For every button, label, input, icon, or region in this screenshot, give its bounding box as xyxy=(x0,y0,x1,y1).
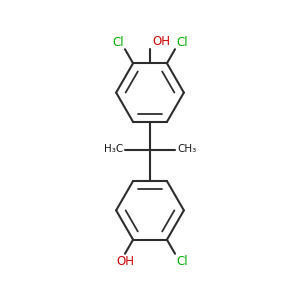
Text: CH₃: CH₃ xyxy=(177,144,196,154)
Text: Cl: Cl xyxy=(177,255,188,268)
Text: Cl: Cl xyxy=(112,36,124,49)
Text: OH: OH xyxy=(116,255,134,268)
Text: H₃C: H₃C xyxy=(104,144,123,154)
Text: OH: OH xyxy=(152,35,170,48)
Text: Cl: Cl xyxy=(176,36,188,49)
